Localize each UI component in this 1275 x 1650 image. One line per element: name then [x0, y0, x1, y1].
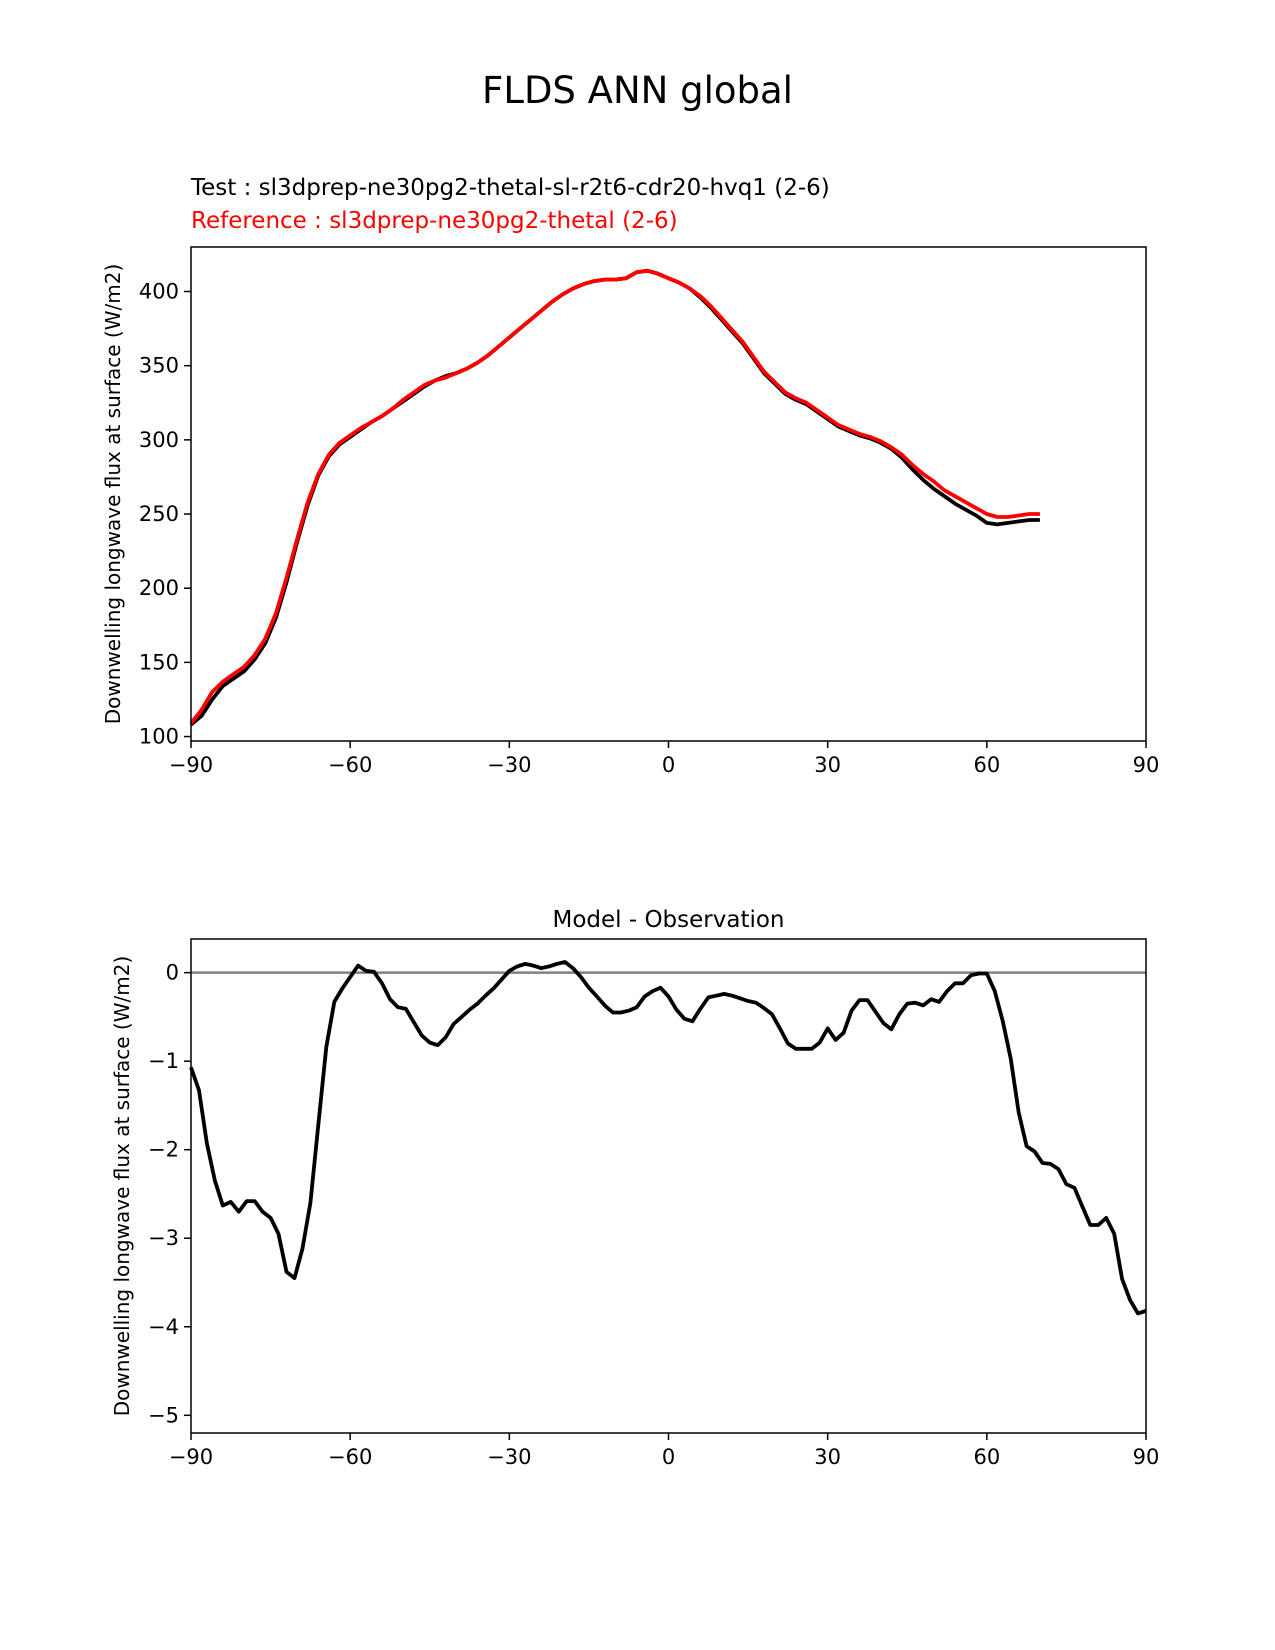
y-tick-label: 350 — [139, 354, 179, 378]
subplot-title: Model - Observation — [552, 907, 784, 933]
x-tick-label: −90 — [169, 753, 213, 777]
x-tick-label: −60 — [328, 753, 372, 777]
y-axis-label: Downwelling longwave flux at surface (W/… — [101, 264, 125, 725]
y-tick-label: 100 — [139, 725, 179, 749]
x-tick-label: 90 — [1133, 1445, 1160, 1469]
y-tick-label: 200 — [139, 576, 179, 600]
y-tick-label: 400 — [139, 280, 179, 304]
y-tick-label: −5 — [148, 1403, 179, 1427]
x-tick-label: −90 — [169, 1445, 213, 1469]
chart-bottom: −90 −60 −30 0 30 60 90 0 −1 −2 −3 −4 −5 Downwelling l… — [110, 907, 1159, 1469]
y-tick-label: 0 — [166, 961, 179, 985]
y-tick-label: 150 — [139, 650, 179, 674]
y-tick-label: −1 — [148, 1049, 179, 1073]
figure-title: FLDS ANN global — [482, 69, 793, 112]
x-tick-label: 30 — [814, 753, 841, 777]
test-label: Test : sl3dprep-ne30pg2-thetal-sl-r2t6-c… — [191, 175, 830, 201]
series-line-test — [189, 268, 1040, 727]
x-tick-label: 90 — [1133, 753, 1160, 777]
y-axis-label: Downwelling longwave flux at surface (W/… — [110, 956, 134, 1417]
y-tick-label: 300 — [139, 428, 179, 452]
series-line-reference — [189, 268, 1040, 725]
y-tick-label: −3 — [148, 1226, 179, 1250]
y-tick-label: −4 — [148, 1315, 179, 1339]
x-tick-label: 0 — [662, 1445, 675, 1469]
y-tick-label: −2 — [148, 1138, 179, 1162]
x-tick-label: −30 — [487, 1445, 531, 1469]
x-tick-label: 0 — [662, 753, 675, 777]
x-tick-label: 60 — [973, 753, 1000, 777]
reference-label: Reference : sl3dprep-ne30pg2-thetal (2-6… — [191, 208, 678, 234]
chart-top: −90 −60 −30 0 30 60 90 100 150 200 250 300 350 400 Dow… — [101, 246, 1160, 777]
series-line-model-observation — [189, 960, 1147, 1316]
plot-frame — [190, 938, 1147, 1434]
plot-frame — [190, 246, 1147, 742]
x-tick-label: 30 — [814, 1445, 841, 1469]
y-tick-label: 250 — [139, 502, 179, 526]
x-tick-label: −60 — [328, 1445, 372, 1469]
x-tick-label: 60 — [973, 1445, 1000, 1469]
x-tick-label: −30 — [487, 753, 531, 777]
